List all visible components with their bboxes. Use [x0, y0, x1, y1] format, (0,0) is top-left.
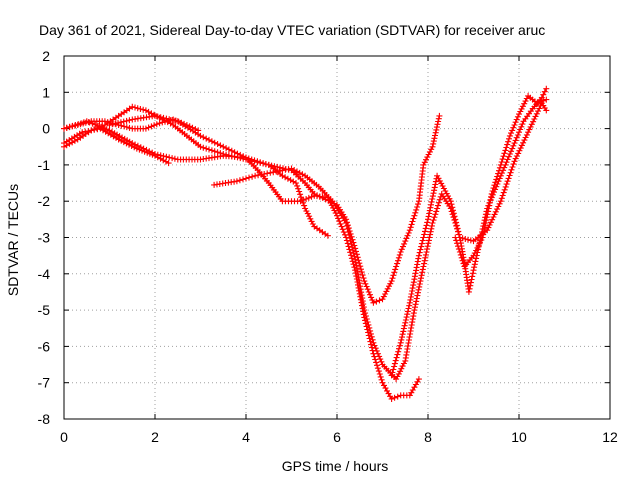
series-line [213, 101, 547, 381]
x-tick-label: 4 [242, 429, 250, 445]
x-tick-label: 8 [424, 429, 432, 445]
chart-title: Day 361 of 2021, Sidereal Day-to-day VTE… [39, 22, 545, 38]
y-tick-label: -5 [38, 302, 51, 318]
grid [64, 56, 610, 419]
series-markers [106, 112, 422, 402]
x-tick-label: 10 [511, 429, 527, 445]
y-tick-label: -2 [38, 193, 51, 209]
x-tick-label: 0 [60, 429, 68, 445]
y-tick-label: -1 [38, 157, 51, 173]
series-layer [61, 85, 550, 402]
series-track-4 [61, 118, 331, 239]
series-track-7 [388, 85, 550, 379]
x-axis-label: GPS time / hours [282, 458, 389, 474]
y-tick-label: 1 [42, 84, 50, 100]
y-tick-label: 2 [42, 48, 50, 64]
series-markers [211, 100, 550, 383]
y-tick-label: -3 [38, 230, 51, 246]
y-tick-label: -7 [38, 375, 51, 391]
x-tick-label: 6 [333, 429, 341, 445]
y-axis-label: SDTVAR / TECUs [5, 184, 21, 296]
series-line [390, 88, 547, 376]
y-tick-label: -6 [38, 338, 51, 354]
series-markers [452, 92, 550, 270]
x-tick-label: 12 [602, 429, 618, 445]
series-track-6 [211, 100, 550, 383]
y-tick-label: -4 [38, 266, 51, 282]
x-tick-label: 2 [151, 429, 159, 445]
series-markers [61, 118, 331, 239]
series-markers [388, 85, 550, 379]
y-tick-label: 0 [42, 121, 50, 137]
series-track-5 [106, 112, 422, 402]
series-track-8 [452, 92, 550, 270]
y-tick-label: -8 [38, 411, 51, 427]
